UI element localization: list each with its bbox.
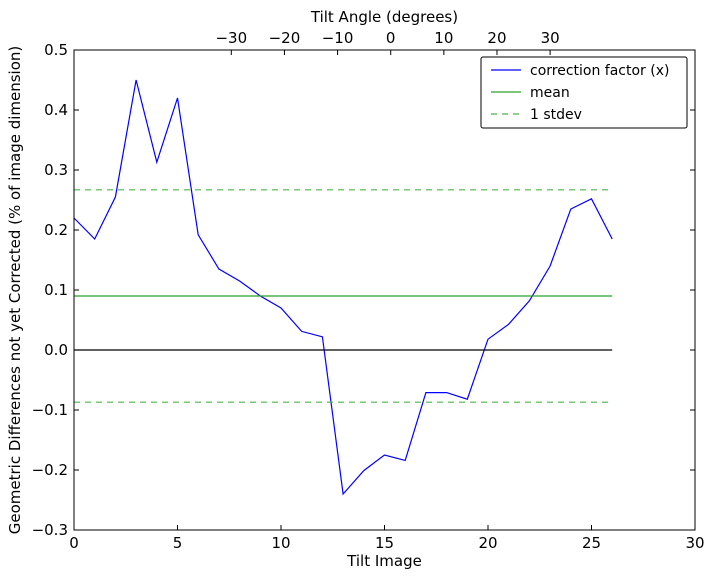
legend-box [480, 56, 688, 129]
x-tick-label: 5 [173, 534, 183, 552]
x-tick-label: 15 [375, 534, 394, 552]
top-tick-label: 10 [434, 29, 453, 47]
y-axis-label: Geometric Differences not yet Corrected … [6, 46, 24, 535]
x-tick-label: 10 [271, 534, 290, 552]
y-tick-label: 0.1 [44, 281, 68, 299]
y-tick-label: 0.4 [44, 101, 68, 119]
series-layer [73, 79, 613, 496]
x-tick-label: 25 [582, 534, 601, 552]
y-tick-label: −0.1 [32, 401, 68, 419]
legend-label-correction-factor: correction factor (x) [530, 63, 669, 79]
top-tick-label: 0 [386, 29, 396, 47]
y-tick-label: 0.2 [44, 221, 68, 239]
y-tick-label: 0.0 [44, 341, 68, 359]
top-tick-label: 20 [487, 29, 506, 47]
top-tick-label: −30 [215, 29, 247, 47]
top-tick-label: −10 [322, 29, 354, 47]
series-line-correction-factor-x [73, 79, 613, 496]
x-tick-label: 20 [478, 534, 497, 552]
x-tick-label: 0 [69, 534, 79, 552]
top-x-axis-label: Tilt Angle (degrees) [310, 8, 458, 26]
legend-label-stdev: 1 stdev [530, 107, 582, 123]
y-tick-label: 0.5 [44, 41, 68, 59]
ticks-layer: 0 5 10 15 20 25 30 −0.3 −0.2 −0.1 0.0 0.1 0.2 0.3 0.4 0… [32, 29, 705, 552]
y-tick-label: −0.2 [32, 461, 68, 479]
x-axis-label: Tilt Image [346, 552, 422, 570]
legend-label-mean: mean [530, 85, 570, 101]
legend: correction factor (x) mean 1 stdev [480, 56, 688, 129]
y-tick-label: 0.3 [44, 161, 68, 179]
top-tick-label: −20 [269, 29, 301, 47]
top-tick-label: 30 [541, 29, 560, 47]
x-tick-label: 30 [685, 534, 704, 552]
y-tick-label: −0.3 [32, 521, 68, 539]
